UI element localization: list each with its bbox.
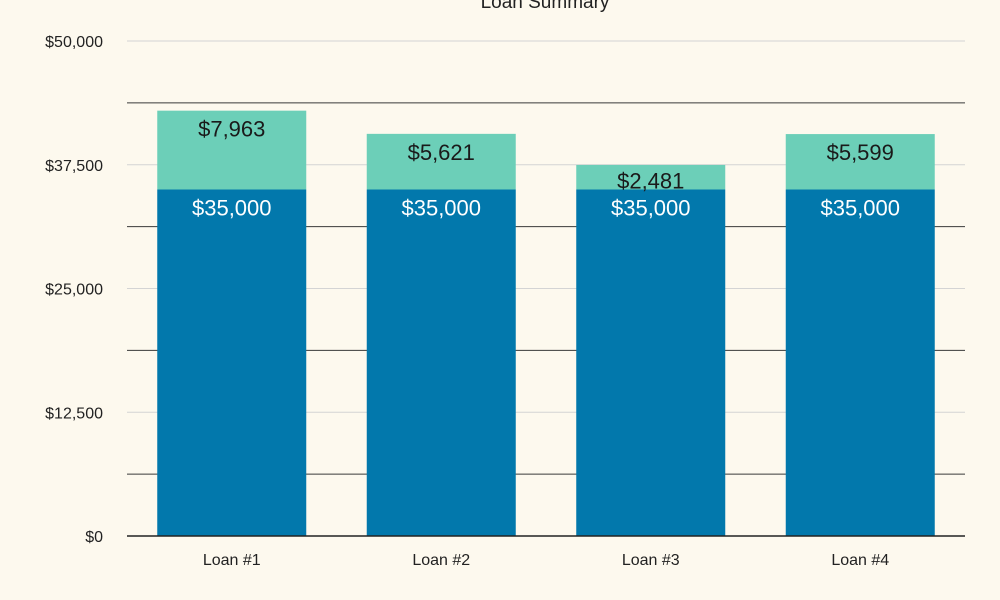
y-axis: $0 $12,500 $25,000 $37,500 $50,000 — [45, 34, 103, 546]
data-label-principal: $35,000 — [401, 196, 481, 221]
bar-segment-principal — [576, 189, 726, 536]
y-tick-label: $37,500 — [45, 158, 103, 175]
data-label-principal: $35,000 — [820, 196, 900, 221]
x-tick-label: Loan #2 — [412, 552, 470, 569]
y-tick-label: $12,500 — [45, 405, 103, 422]
y-tick-label: $0 — [85, 529, 103, 546]
bars: $35,000$7,963$35,000$5,621$35,000$2,481$… — [157, 110, 935, 536]
bar-segment-principal — [785, 189, 935, 536]
data-label-interest: $7,963 — [198, 117, 265, 142]
data-label-interest: $5,599 — [827, 140, 894, 165]
x-tick-label: Loan #1 — [203, 552, 261, 569]
data-label-principal: $35,000 — [611, 196, 691, 221]
y-tick-label: $50,000 — [45, 34, 103, 51]
bar-segment-principal — [366, 189, 516, 536]
bar-segment-interest — [366, 133, 516, 190]
x-tick-label: Loan #3 — [622, 552, 680, 569]
bar-segment-interest — [785, 134, 935, 190]
x-tick-label: Loan #4 — [831, 552, 889, 569]
y-tick-label: $25,000 — [45, 282, 103, 299]
x-axis: Loan #1 Loan #2 Loan #3 Loan #4 — [127, 535, 965, 569]
data-label-interest: $2,481 — [617, 169, 684, 194]
data-label-interest: $5,621 — [408, 140, 475, 165]
chart-title: Loan Summary — [481, 0, 610, 13]
bar-segment-principal — [157, 189, 307, 536]
bar-segment-interest — [157, 110, 307, 190]
bar-segment-interest — [576, 164, 726, 190]
data-label-principal: $35,000 — [192, 196, 272, 221]
